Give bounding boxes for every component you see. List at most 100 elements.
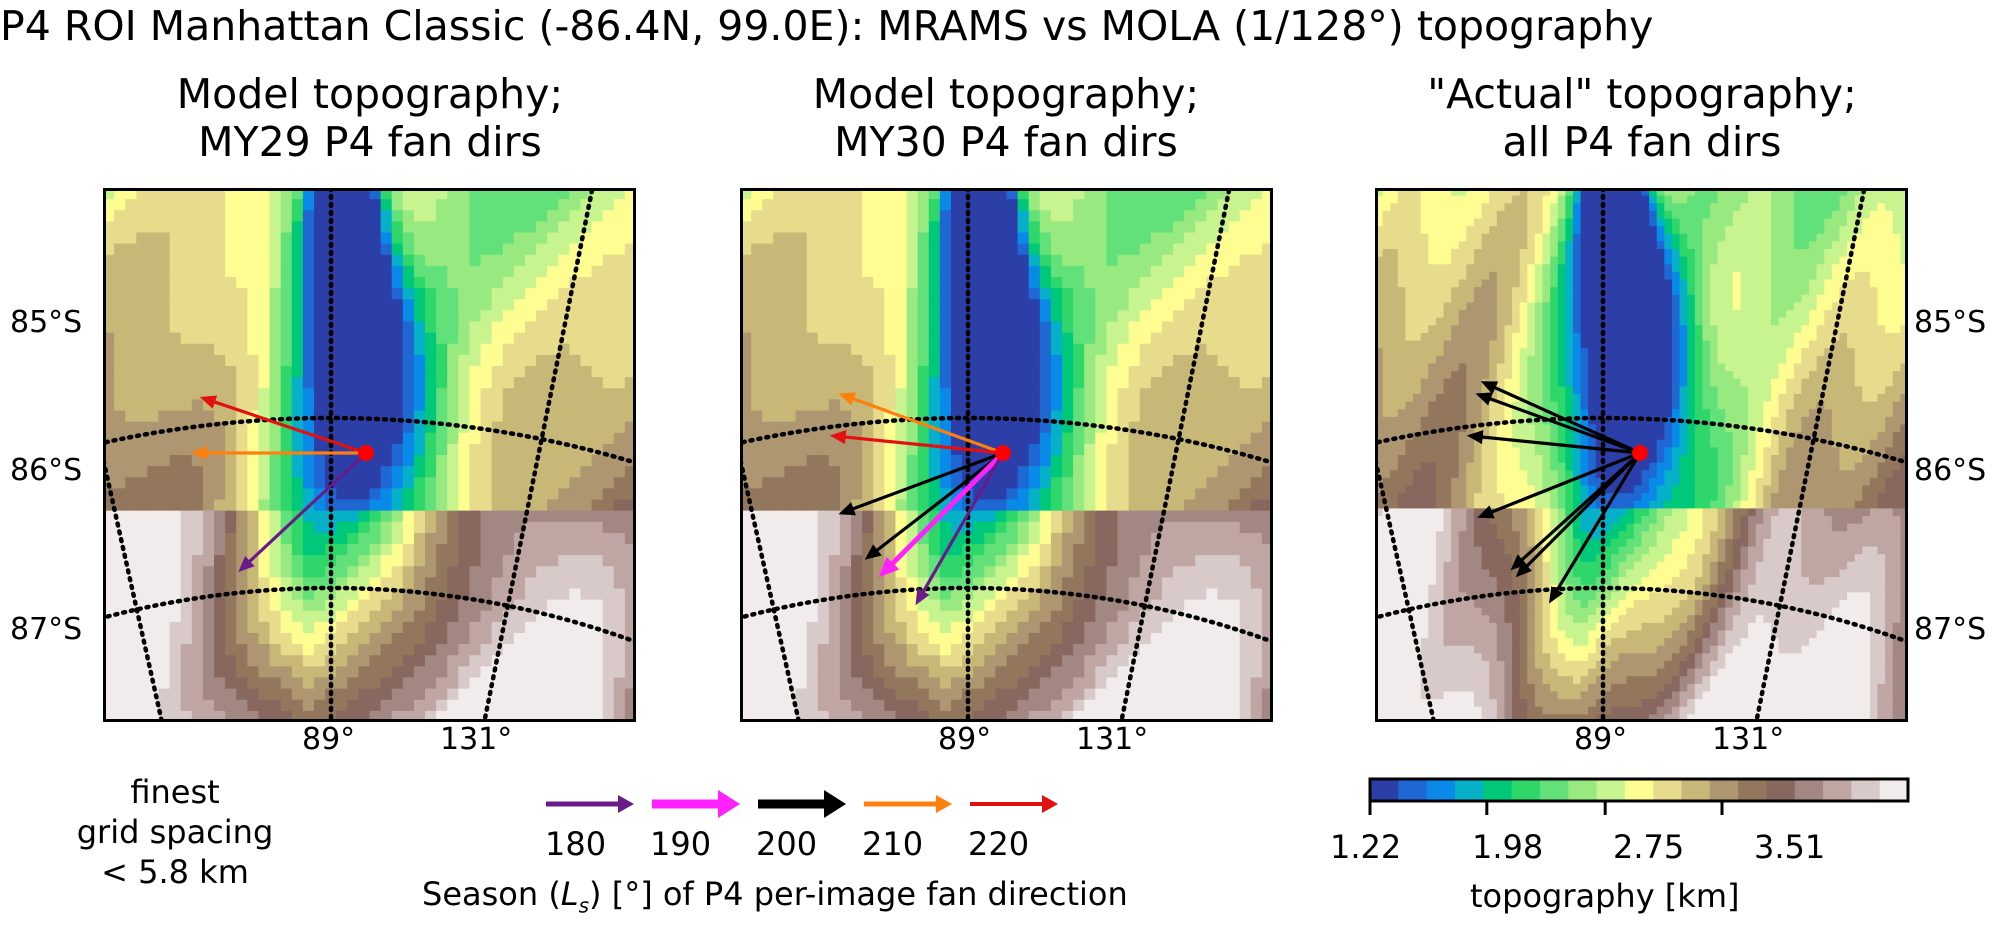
topography-cell [1206,221,1219,234]
topography-cell [147,621,160,634]
topography-cell [1390,218,1399,227]
topography-cell [950,421,963,434]
topography-cell [380,232,393,245]
topography-cell [125,388,137,400]
topography-cell [1073,510,1085,523]
topography-cell [613,655,626,667]
topography-cell [1017,377,1030,389]
map-panel-my29 [103,188,636,722]
topography-cell [380,388,393,400]
topography-cell [158,644,171,656]
topography-cell [336,677,348,690]
topography-cell [347,610,359,623]
topography-cell [1195,577,1207,590]
topography-cell [995,343,1008,356]
topography-cell [1206,477,1219,489]
topography-cell [447,366,459,378]
topography-cell [1039,221,1052,234]
topography-cell [302,199,315,211]
topography-cell [225,354,237,367]
topography-cell [1397,470,1407,479]
topography-cell [358,210,371,222]
topography-cell [302,577,315,590]
topography-cell [613,310,626,323]
topography-cell [1139,277,1152,289]
topography-cell [580,677,593,690]
topography-cell [624,699,636,712]
topography-cell [839,354,852,367]
topography-cell [1250,421,1263,434]
topography-cell [247,265,260,278]
topography-cell [391,243,404,256]
topography-cell [291,588,304,601]
topography-cell [269,432,282,445]
topography-cell [1382,699,1391,708]
topography-cell [458,655,471,667]
topography-cell [569,232,582,245]
topography-cell [1139,254,1152,267]
topography-cell [1084,532,1096,545]
topography-cell [547,655,559,667]
topography-cell [740,265,752,278]
topography-cell [1095,199,1108,211]
topography-cell [247,321,260,334]
topography-cell [580,332,593,345]
topography-cell [773,299,786,311]
topography-cell [1073,499,1085,512]
topography-cell [795,710,808,722]
topography-cell [225,610,237,623]
topography-cell [784,588,797,601]
topography-cell [613,277,626,289]
topography-cell [591,510,604,523]
topography-cell [558,210,570,222]
topography-cell [1375,577,1384,586]
topography-cell [302,655,315,667]
topography-cell [602,366,615,378]
topography-cell [973,288,985,300]
topography-cell [569,666,582,679]
topography-cell [569,677,582,690]
topography-cell [569,655,582,667]
topography-cell [928,210,941,222]
topography-cell [984,610,996,623]
topography-cell [1006,532,1019,545]
topography-cell [280,699,293,712]
topography-cell [280,466,293,478]
topography-cell [380,254,393,267]
topography-cell [751,510,763,523]
topography-cell [939,332,952,345]
topography-cell [202,299,215,311]
topography-cell [1397,691,1407,700]
topography-cell [214,488,226,501]
topography-cell [402,288,415,300]
topography-cell [214,677,226,690]
topography-cell [425,577,437,590]
topography-cell [147,399,160,412]
topography-cell [928,666,941,679]
topography-cell [1390,195,1399,204]
topography-cell [1375,264,1384,273]
topography-cell [1405,287,1414,296]
topography-cell [391,399,404,412]
topography-cell [795,666,808,679]
topography-cell [839,555,852,567]
topography-cell [1375,569,1384,578]
topography-cell [269,332,282,345]
topography-cell [236,232,248,245]
topography-cell [1206,666,1219,679]
topography-cell [995,354,1008,367]
topography-cell [1261,466,1273,478]
topography-cell [939,188,952,200]
topography-cell [536,410,548,423]
topography-cell [895,332,908,345]
topography-cell [740,677,752,690]
topography-cell [1239,532,1252,545]
topography-cell [795,577,808,590]
topography-cell [580,277,593,289]
topography-cell [862,577,874,590]
topography-cell [269,321,282,334]
topography-cell [613,544,626,556]
topography-cell [413,254,426,267]
topography-cell [873,243,885,256]
topography-cell [114,655,126,667]
